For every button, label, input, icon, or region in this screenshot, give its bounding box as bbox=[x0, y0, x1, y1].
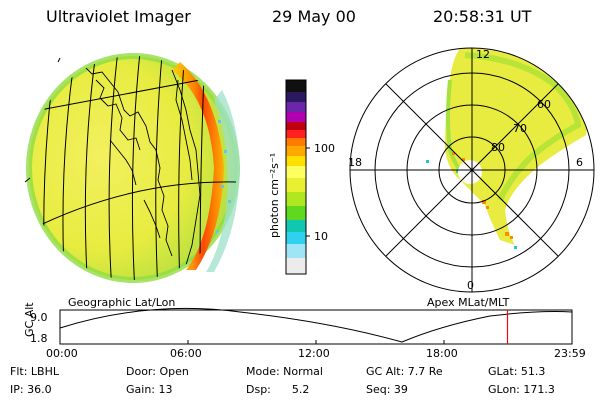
info-glat: GLat: 51.3 bbox=[488, 365, 546, 378]
geographic-globe-image bbox=[24, 53, 240, 283]
mlt-label-0: 0 bbox=[467, 279, 474, 292]
colorbar-units-text: photon cm⁻²s⁻¹ bbox=[268, 152, 281, 238]
app-title: Ultraviolet Imager bbox=[46, 7, 191, 26]
orbit-altitude-panel bbox=[59, 307, 573, 345]
info-seq: Seq: 39 bbox=[366, 383, 408, 396]
orbit-xtick-3: 18:00 bbox=[426, 347, 458, 360]
orbit-right-label: Apex MLat/MLT bbox=[427, 296, 510, 309]
orbit-ytick-top: 9.0 bbox=[30, 311, 48, 324]
orbit-xtick-4: 23:59 bbox=[554, 347, 586, 360]
info-glon: GLon: 171.3 bbox=[488, 383, 555, 396]
orbit-axis-title: GC Alt bbox=[23, 302, 36, 337]
info-gain: Gain: 13 bbox=[126, 383, 173, 396]
apex-polar-plot bbox=[349, 47, 595, 293]
info-mode: Mode: Normal bbox=[246, 365, 323, 378]
info-gc-alt: GC Alt: 7.7 Re bbox=[366, 365, 443, 378]
mlat-label-80: 80 bbox=[491, 141, 505, 154]
orbit-xtick-1: 06:00 bbox=[170, 347, 202, 360]
date-label: 29 May 00 bbox=[272, 7, 356, 26]
info-door: Door: Open bbox=[126, 365, 189, 378]
info-dsp: Dsp: 5.2 bbox=[246, 383, 310, 396]
color-scale-bar bbox=[285, 79, 310, 275]
time-label: 20:58:31 UT bbox=[433, 7, 532, 26]
colorbar-tick-100: 100 bbox=[314, 142, 335, 155]
info-filter: Flt: LBHL bbox=[10, 365, 59, 378]
mlt-label-18: 18 bbox=[348, 156, 362, 169]
orbit-xtick-2: 12:00 bbox=[298, 347, 330, 360]
mlat-label-60: 60 bbox=[537, 98, 551, 111]
mlt-label-6: 6 bbox=[576, 156, 583, 169]
mlat-label-70: 70 bbox=[513, 122, 527, 135]
orbit-xtick-0: 00:00 bbox=[46, 347, 78, 360]
orbit-ytick-bottom: 1.8 bbox=[30, 332, 48, 345]
info-ip: IP: 36.0 bbox=[10, 383, 52, 396]
mlt-label-12: 12 bbox=[476, 48, 490, 61]
colorbar-tick-10: 10 bbox=[314, 230, 328, 243]
orbit-left-label: Geographic Lat/Lon bbox=[68, 296, 176, 309]
